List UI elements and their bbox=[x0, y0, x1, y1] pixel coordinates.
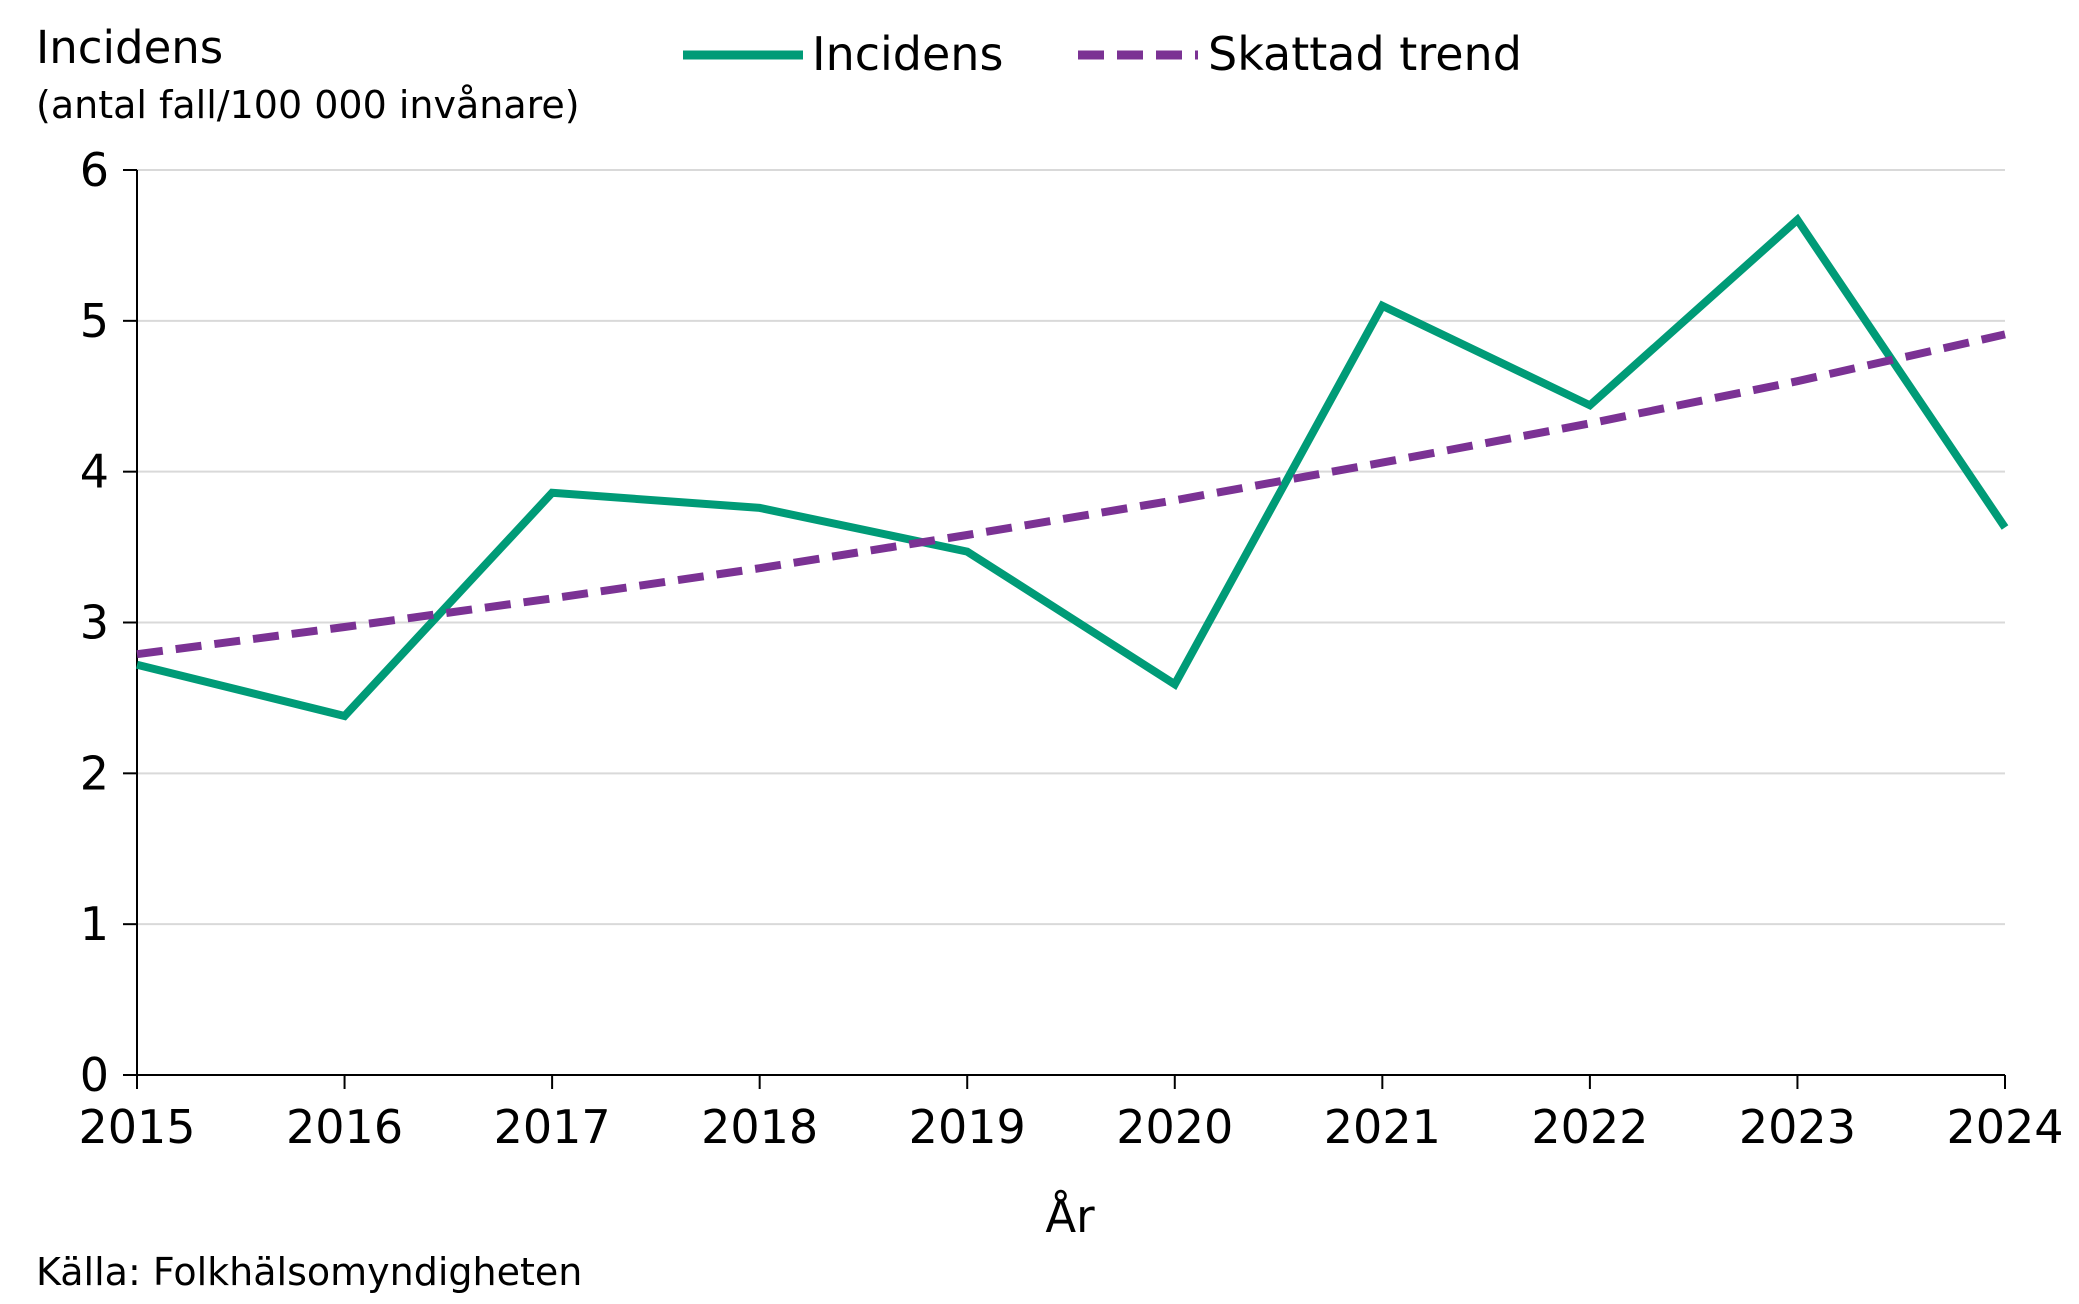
x-tick-label-2016: 2016 bbox=[286, 1100, 403, 1154]
y-tick-label-0: 0 bbox=[80, 1048, 109, 1102]
x-tick-label-2023: 2023 bbox=[1739, 1100, 1856, 1154]
y-tick-label-6: 6 bbox=[80, 143, 109, 197]
y-tick-label-2: 2 bbox=[80, 746, 109, 800]
legend: Incidens Skattad trend bbox=[683, 27, 1522, 81]
source-note: Källa: Folkhälsomyndigheten bbox=[36, 1250, 582, 1294]
y-tick-label-1: 1 bbox=[80, 897, 109, 951]
x-tick-label-2018: 2018 bbox=[701, 1100, 818, 1154]
y-axis-title: Incidens bbox=[36, 21, 223, 74]
y-tick-label-3: 3 bbox=[80, 596, 109, 650]
series bbox=[136, 213, 2009, 721]
x-tick-label-2022: 2022 bbox=[1531, 1100, 1648, 1154]
series-line-skattad-trend bbox=[136, 330, 2006, 659]
series-line-incidens bbox=[136, 213, 2009, 721]
y-tick-label-4: 4 bbox=[80, 445, 109, 499]
legend-label-incidens: Incidens bbox=[812, 27, 1003, 81]
axes: 0 1 2 3 4 5 6 2015 2016 2017 2018 2019 2020 2021 2022 2… bbox=[78, 143, 2063, 1154]
x-tick-label-2021: 2021 bbox=[1324, 1100, 1441, 1154]
y-tick-label-5: 5 bbox=[80, 294, 109, 348]
legend-label-trend: Skattad trend bbox=[1208, 27, 1522, 81]
x-tick-label-2020: 2020 bbox=[1116, 1100, 1233, 1154]
x-axis-title: År bbox=[1045, 1190, 1095, 1243]
x-tick-label-2015: 2015 bbox=[78, 1100, 195, 1154]
x-tick-label-2017: 2017 bbox=[494, 1100, 611, 1154]
x-tick-label-2024: 2024 bbox=[1946, 1100, 2063, 1154]
y-axis-subtitle: (antal fall/100 000 invånare) bbox=[36, 83, 580, 127]
x-tick-label-2019: 2019 bbox=[909, 1100, 1026, 1154]
